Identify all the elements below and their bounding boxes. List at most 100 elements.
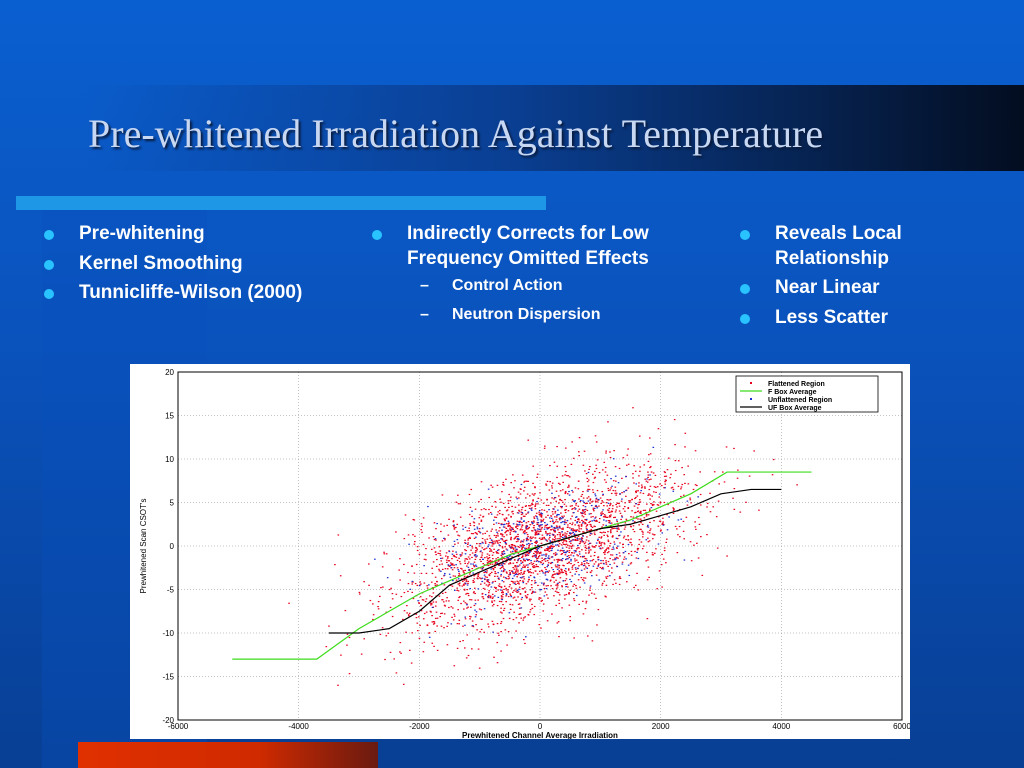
point-flattened-region [565, 522, 568, 524]
point-flattened-region [509, 526, 512, 528]
point-flattened-region [551, 497, 553, 499]
point-flattened-region [533, 552, 535, 555]
point-flattened-region [528, 559, 531, 561]
point-flattened-region [524, 505, 527, 507]
point-flattened-region [565, 509, 567, 511]
point-flattened-region [521, 556, 524, 558]
point-unflattened-region [505, 593, 508, 595]
point-flattened-region [500, 650, 502, 652]
point-flattened-region [517, 540, 519, 542]
point-flattened-region [643, 464, 646, 466]
point-flattened-region [509, 529, 512, 531]
point-flattened-region [633, 531, 636, 533]
point-flattened-region [379, 595, 381, 598]
point-flattened-region [564, 465, 567, 468]
point-flattened-region [607, 509, 610, 511]
point-flattened-region [604, 471, 607, 473]
point-flattened-region [736, 477, 739, 479]
point-flattened-region [483, 508, 485, 510]
point-flattened-region [565, 543, 568, 545]
point-flattened-region [600, 513, 603, 515]
point-flattened-region [558, 570, 561, 572]
point-flattened-region [622, 546, 624, 549]
point-flattened-region [535, 555, 538, 557]
point-unflattened-region [574, 500, 576, 502]
point-unflattened-region [534, 556, 537, 558]
point-flattened-region [422, 543, 425, 546]
point-flattened-region [558, 636, 560, 638]
point-flattened-region [528, 507, 531, 509]
point-flattened-region [458, 535, 461, 537]
point-flattened-region [600, 544, 602, 547]
point-flattened-region [550, 515, 552, 517]
point-flattened-region [597, 499, 600, 501]
point-flattened-region [515, 617, 518, 619]
point-flattened-region [443, 627, 445, 629]
point-unflattened-region [612, 548, 615, 550]
point-flattened-region [536, 473, 539, 475]
point-flattened-region [610, 522, 613, 524]
point-flattened-region [509, 551, 512, 553]
point-flattened-region [593, 593, 596, 595]
point-flattened-region [407, 614, 410, 616]
point-flattened-region [706, 502, 709, 505]
point-flattened-region [570, 554, 572, 556]
point-flattened-region [586, 562, 588, 564]
point-flattened-region [377, 601, 380, 603]
point-flattened-region [491, 620, 494, 622]
point-flattened-region [501, 535, 504, 537]
point-unflattened-region [610, 478, 612, 480]
point-unflattened-region [616, 566, 619, 568]
point-flattened-region [502, 568, 505, 570]
point-unflattened-region [619, 493, 621, 495]
point-flattened-region [658, 496, 661, 498]
point-flattened-region [745, 501, 747, 503]
point-flattened-region [395, 593, 398, 595]
point-flattened-region [709, 511, 712, 513]
point-flattened-region [524, 590, 527, 592]
point-flattened-region [633, 482, 635, 484]
point-flattened-region [475, 614, 477, 616]
point-flattened-region [599, 497, 602, 499]
point-unflattened-region [576, 538, 579, 540]
point-unflattened-region [543, 554, 545, 556]
point-flattened-region [570, 540, 573, 542]
point-flattened-region [697, 557, 700, 559]
point-flattened-region [524, 560, 526, 562]
point-flattened-region [368, 584, 370, 586]
point-flattened-region [505, 510, 508, 512]
point-flattened-region [517, 497, 520, 499]
point-unflattened-region [520, 562, 523, 564]
point-flattened-region [372, 618, 374, 621]
point-flattened-region [684, 432, 687, 434]
point-flattened-region [503, 585, 506, 587]
point-flattened-region [598, 542, 601, 544]
point-unflattened-region [683, 559, 686, 561]
point-flattened-region [451, 585, 454, 587]
point-flattened-region [664, 471, 666, 474]
point-flattened-region [645, 480, 648, 482]
point-flattened-region [612, 489, 615, 492]
point-unflattened-region [543, 595, 546, 597]
point-flattened-region [545, 568, 547, 571]
point-unflattened-region [464, 582, 467, 584]
point-flattened-region [665, 480, 667, 482]
point-unflattened-region [545, 539, 547, 541]
point-flattened-region [431, 621, 434, 623]
point-flattened-region [399, 558, 401, 560]
point-unflattened-region [550, 549, 553, 552]
point-flattened-region [523, 572, 525, 575]
bullet-item: Tunnicliffe-Wilson (2000) [42, 281, 362, 306]
point-flattened-region [465, 549, 467, 552]
point-flattened-region [648, 488, 651, 491]
point-flattened-region [477, 599, 479, 601]
point-flattened-region [649, 529, 651, 532]
point-unflattened-region [516, 565, 519, 567]
point-flattened-region [470, 606, 472, 608]
point-flattened-region [640, 519, 643, 522]
point-flattened-region [531, 530, 534, 532]
point-flattened-region [488, 574, 490, 576]
point-flattened-region [593, 510, 595, 512]
point-flattened-region [586, 497, 589, 499]
point-flattened-region [511, 511, 513, 513]
